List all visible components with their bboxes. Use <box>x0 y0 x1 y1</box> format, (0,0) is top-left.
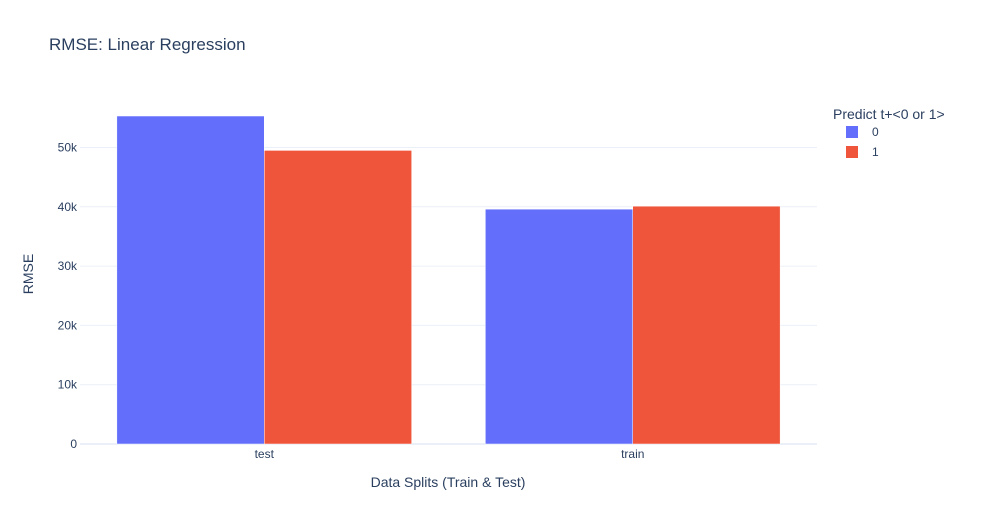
y-tick-label: 10k <box>58 378 78 392</box>
bar-train-series-0 <box>485 208 633 445</box>
bars <box>116 115 781 445</box>
bar-test-series-0 <box>116 115 265 445</box>
x-tick-label: train <box>621 447 644 461</box>
x-axis-ticks: test train <box>255 447 645 461</box>
x-axis-title: Data Splits (Train & Test) <box>371 474 526 490</box>
y-tick-label: 50k <box>58 140 78 154</box>
y-axis-title: RMSE <box>20 254 36 294</box>
legend-swatch <box>846 126 858 138</box>
legend-label: 1 <box>872 145 879 159</box>
chart-title: RMSE: Linear Regression <box>49 35 246 54</box>
legend-title: Predict t+<0 or 1> <box>833 106 945 122</box>
y-tick-label: 20k <box>58 318 78 332</box>
y-tick-label: 30k <box>58 259 78 273</box>
legend-swatch <box>846 146 858 158</box>
legend: Predict t+<0 or 1> 01 <box>833 106 945 159</box>
bar-train-series-1 <box>632 205 781 445</box>
legend-items: 01 <box>846 125 879 159</box>
x-tick-label: test <box>255 447 275 461</box>
legend-label: 0 <box>872 125 879 139</box>
bar-test-series-1 <box>264 150 412 445</box>
y-tick-label: 0 <box>70 437 77 451</box>
y-axis-ticks: 0 10k 20k 30k 40k 50k <box>58 140 78 451</box>
y-tick-label: 40k <box>58 200 78 214</box>
